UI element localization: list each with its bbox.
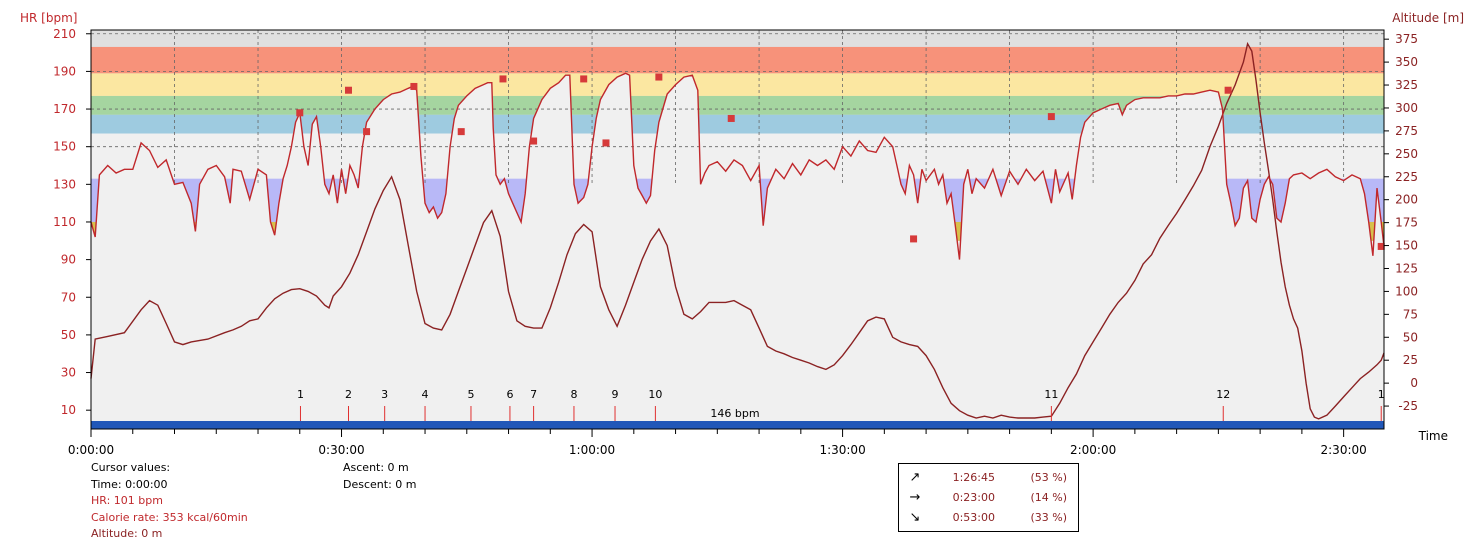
y-left-tick-label: 50	[61, 328, 76, 342]
downhill-row: ↘ 0:53:00 (33 %)	[899, 508, 1078, 528]
lap-label: 8	[570, 388, 577, 401]
lap-label: 4	[422, 388, 429, 401]
cursor-time: Time: 0:00:00	[91, 477, 168, 491]
x-tick-label: 0:00:00	[68, 443, 114, 457]
uphill-percent: (53 %)	[1030, 471, 1067, 484]
x-axis-title: Time	[1418, 429, 1448, 443]
hr-zone-band-4	[91, 46, 1384, 74]
gradient-summary-box: ↗ 1:26:45 (53 %) → 0:23:00 (14 %) ↘ 0:53…	[898, 463, 1079, 532]
arrow-up-right-icon: ↗	[909, 470, 921, 485]
lap-label: 11	[1044, 388, 1058, 401]
x-tick-label: 1:00:00	[569, 443, 615, 457]
hr-lap-marker	[296, 109, 304, 117]
y-right-tick-label: 200	[1395, 193, 1418, 207]
flat-percent: (14 %)	[1030, 491, 1067, 504]
hr-line	[90, 72, 1385, 260]
x-tick-label: 1:30:00	[819, 443, 865, 457]
average-hr-label: 146 bpm	[710, 407, 759, 420]
y-right-tick-label: 300	[1395, 101, 1418, 115]
hr-lap-marker	[530, 137, 538, 145]
y-right-tick-label: 25	[1403, 353, 1418, 367]
y-right-tick-label: 100	[1395, 284, 1418, 298]
hr-lap-marker	[410, 82, 418, 90]
arrow-down-right-icon: ↘	[909, 510, 921, 525]
plot-frame	[90, 29, 1385, 430]
y-left-tick-label: 130	[53, 177, 76, 191]
lap-label: 12	[1216, 388, 1230, 401]
y-left-axis-title: HR [bpm]	[20, 11, 77, 25]
lap-label: 10	[648, 388, 662, 401]
y-left-tick-label: 210	[53, 27, 76, 41]
cursor-values-panel: Cursor values: Time: 0:00:00 HR: 101 bpm…	[91, 460, 248, 543]
x-tick-label: 2:00:00	[1070, 443, 1116, 457]
lap-label: 1	[1378, 388, 1385, 401]
hr-lap-marker	[727, 114, 735, 122]
hr-area-fill	[91, 73, 1384, 430]
x-tick-label: 2:30:00	[1321, 443, 1367, 457]
y-right-tick-label: -25	[1398, 399, 1418, 413]
lap-label: 6	[506, 388, 513, 401]
downhill-time: 0:53:00	[952, 511, 995, 524]
y-left-tick-label: 110	[53, 215, 76, 229]
hr-lap-marker	[602, 139, 610, 147]
hr-lap-marker	[344, 86, 352, 94]
y-left-tick-label: 70	[61, 290, 76, 304]
cursor-hr: HR: 101 bpm	[91, 494, 163, 507]
hr-lap-marker	[910, 235, 918, 243]
flat-time: 0:23:00	[952, 491, 995, 504]
hr-lap-marker	[499, 75, 507, 83]
descent-value: Descent: 0 m	[343, 477, 417, 491]
lap-label: 9	[612, 388, 619, 401]
cursor-calorie-rate: Calorie rate: 353 kcal/60min	[91, 510, 248, 524]
lap-label: 7	[530, 388, 537, 401]
lap-label: 2	[345, 388, 352, 401]
flat-row: → 0:23:00 (14 %)	[899, 488, 1078, 508]
y-left-tick-label: 190	[53, 64, 76, 78]
y-right-tick-label: 50	[1403, 330, 1418, 344]
y-right-tick-label: 125	[1395, 261, 1418, 275]
downhill-percent: (33 %)	[1030, 511, 1067, 524]
lap-label: 5	[467, 388, 474, 401]
y-left-tick-label: 90	[61, 253, 76, 267]
x-tick-label: 0:30:00	[318, 443, 364, 457]
y-right-tick-label: 375	[1395, 32, 1418, 46]
altitude-line	[90, 41, 1385, 420]
y-right-tick-label: 325	[1395, 78, 1418, 92]
y-right-tick-label: 175	[1395, 216, 1418, 230]
ascent-descent-panel: Ascent: 0 m Descent: 0 m	[343, 460, 416, 493]
ascent-value: Ascent: 0 m	[343, 461, 409, 474]
uphill-row: ↗ 1:26:45 (53 %)	[899, 468, 1078, 488]
y-left-tick-label: 150	[53, 140, 76, 154]
lap-label: 3	[381, 388, 388, 401]
y-right-tick-label: 0	[1410, 376, 1418, 390]
arrow-right-icon: →	[909, 490, 921, 505]
uphill-time: 1:26:45	[952, 471, 995, 484]
hr-lap-marker	[363, 128, 371, 136]
lap-label: 1	[297, 388, 304, 401]
y-left-tick-label: 30	[61, 366, 76, 380]
y-right-tick-label: 275	[1395, 124, 1418, 138]
hr-lap-marker	[580, 75, 588, 83]
y-right-tick-label: 250	[1395, 147, 1418, 161]
y-right-axis-title: Altitude [m]	[1392, 11, 1464, 25]
y-right-tick-label: 350	[1395, 55, 1418, 69]
hr-lap-marker	[655, 73, 663, 81]
y-right-tick-label: 75	[1403, 307, 1418, 321]
hr-zone-band-3	[91, 73, 1384, 96]
hr-lap-marker	[1047, 113, 1055, 121]
hr-lap-marker	[457, 128, 465, 136]
y-left-tick-label: 170	[53, 102, 76, 116]
bottom-bar	[91, 421, 1384, 429]
cursor-values-label: Cursor values:	[91, 461, 171, 474]
cursor-altitude: Altitude: 0 m	[91, 527, 163, 540]
hr-lap-marker	[1377, 242, 1385, 250]
hr-lap-marker	[1224, 86, 1232, 94]
y-right-tick-label: 225	[1395, 170, 1418, 184]
y-right-tick-label: 150	[1395, 239, 1418, 253]
y-left-tick-label: 10	[61, 403, 76, 417]
hr-altitude-chart[interactable]: 1 2 3 4 5 6 7 8 9 10 11 12 1 10305070901101301501701…	[0, 0, 1472, 460]
